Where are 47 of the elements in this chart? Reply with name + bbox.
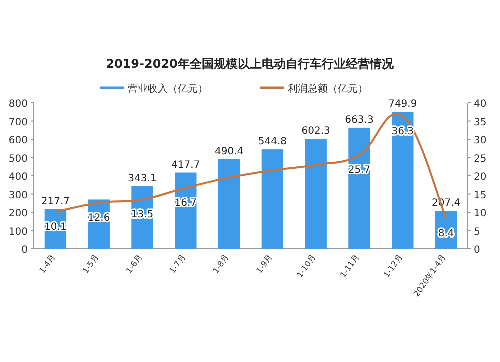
data-label: 544.8 — [258, 136, 288, 148]
y2-tick-label: 20 — [474, 172, 487, 183]
data-label: 602.3 — [302, 126, 330, 138]
x-tick-label: 1-8月 — [211, 252, 231, 276]
data-label: 490.4 — [214, 146, 244, 158]
data-label: 417.7 — [172, 160, 200, 171]
bar — [348, 128, 370, 249]
y-tick-label: 400 — [8, 172, 28, 183]
y-tick-label: 700 — [8, 117, 28, 128]
data-label: 217.7 — [41, 196, 70, 208]
bar — [305, 139, 327, 249]
data-label: 16.7 — [174, 198, 198, 210]
y2-tick-label: 5 — [474, 226, 480, 238]
x-tick-label: 1-5月 — [81, 252, 101, 276]
y-tick-label: 100 — [8, 226, 28, 238]
data-label: 10.1 — [44, 222, 67, 234]
data-label: 25.7 — [348, 165, 371, 176]
data-label: 12.6 — [88, 213, 110, 224]
bar — [262, 150, 284, 249]
x-tick-label: 1-9月 — [254, 252, 274, 276]
data-label: 749.9 — [388, 99, 418, 110]
data-label: 8.4 — [438, 228, 454, 240]
x-tick-label: 1-6月 — [124, 252, 144, 276]
y2-tick-label: 25 — [474, 154, 487, 165]
data-label: 36.3 — [392, 126, 414, 138]
y2-tick-label: 0 — [474, 245, 480, 256]
legend-label: 利润总额（亿元） — [288, 83, 368, 95]
chart-title: 2019-2020年全国规模以上电动自行车行业经营情况 — [106, 57, 395, 71]
bar — [392, 112, 414, 249]
bar — [218, 160, 240, 249]
data-label: 13.5 — [131, 210, 154, 221]
x-tick-label: 1-7月 — [168, 252, 188, 276]
y-tick-label: 500 — [8, 154, 28, 165]
y-tick-label: 0 — [22, 245, 28, 256]
y2-tick-label: 35 — [474, 117, 487, 128]
y-tick-label: 600 — [8, 136, 28, 146]
data-label: 663.3 — [345, 114, 374, 126]
data-label: 343.1 — [128, 173, 157, 184]
y2-tick-label: 30 — [474, 136, 487, 146]
y-tick-label: 200 — [8, 208, 28, 220]
legend-label: 营业收入（亿元） — [128, 83, 208, 95]
y2-tick-label: 10 — [474, 208, 487, 220]
y-tick-label: 800 — [8, 99, 28, 110]
x-tick-label: 1-4月 — [38, 252, 58, 276]
y2-tick-label: 15 — [474, 190, 487, 202]
y-tick-label: 300 — [8, 190, 28, 202]
y2-tick-label: 40 — [474, 99, 487, 110]
